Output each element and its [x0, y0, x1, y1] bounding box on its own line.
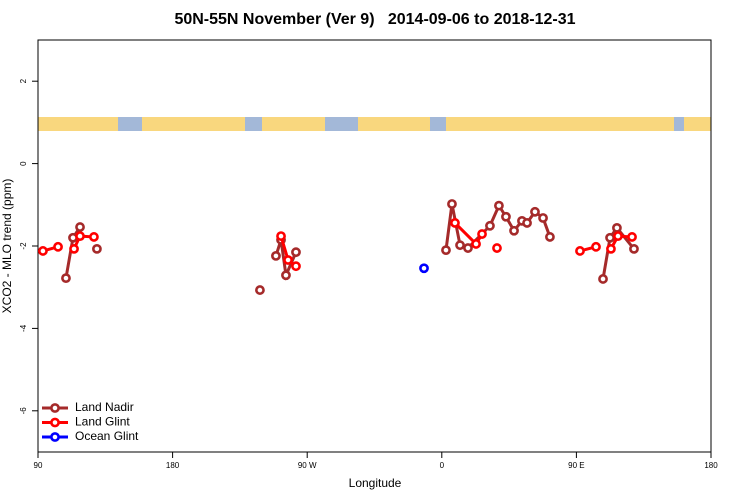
data-point [61, 273, 71, 284]
legend-marker [50, 403, 60, 413]
land-mask-strip [38, 117, 711, 131]
data-point [92, 243, 102, 254]
data-point [291, 261, 301, 272]
land-strip [684, 117, 711, 131]
data-point [38, 246, 48, 256]
x-tick-label: 0 [440, 461, 445, 470]
data-point [75, 222, 85, 232]
x-tick-label: 180 [704, 461, 718, 470]
x-tick-label: 90 E [568, 461, 584, 470]
data-point [629, 243, 639, 254]
land-strip [142, 117, 245, 131]
land-strip [446, 117, 674, 131]
data-point [75, 231, 85, 242]
data-point [447, 199, 457, 209]
land-strip [38, 117, 118, 131]
land-strip [358, 117, 430, 131]
data-point [455, 240, 465, 251]
data-point [522, 218, 532, 228]
legend-label: Land Glint [75, 415, 130, 429]
y-tick-label: -4 [19, 324, 28, 332]
data-point [545, 232, 555, 242]
y-tick-label: -6 [19, 407, 28, 415]
data-point [291, 247, 301, 258]
legend-marker [50, 417, 60, 428]
data-point [441, 245, 451, 256]
data-point [492, 243, 502, 253]
y-tick-label: 2 [19, 78, 28, 83]
data-point [509, 225, 519, 236]
data-point [530, 206, 540, 217]
data-point [612, 222, 622, 233]
y-axis-label: XCO2 - MLO trend (ppm) [0, 179, 14, 314]
data-point [283, 255, 293, 265]
data-point [606, 243, 616, 254]
data-point [494, 200, 504, 211]
data-point [575, 246, 585, 256]
data-point [463, 243, 473, 253]
land-strip [262, 117, 325, 131]
data-point [627, 232, 637, 242]
data-point [271, 250, 281, 261]
chart-title: 50N-55N November (Ver 9) 2014-09-06 to 2… [174, 11, 575, 28]
data-point [485, 220, 495, 231]
legend-marker [50, 432, 60, 442]
data-point [501, 211, 511, 222]
data-point [419, 263, 429, 274]
x-axis-label: Longitude [349, 476, 402, 490]
x-tick-label: 90 W [298, 461, 317, 470]
y-tick-label: 0 [19, 161, 28, 166]
data-point [53, 241, 63, 252]
data-point [605, 232, 615, 243]
data-point [591, 241, 601, 252]
data-point [471, 239, 481, 249]
legend-label: Ocean Glint [75, 429, 139, 443]
data-point [538, 213, 548, 223]
data-point [255, 285, 265, 295]
x-tick-label: 180 [166, 461, 180, 470]
data-point [281, 270, 291, 281]
data-point [450, 218, 460, 228]
x-tick-label: 90 [34, 461, 43, 470]
data-point [69, 243, 79, 254]
data-point [598, 274, 608, 284]
legend-label: Land Nadir [75, 400, 134, 414]
data-point [477, 229, 487, 239]
data-point [276, 231, 286, 242]
y-tick-label: -2 [19, 242, 28, 250]
data-point [89, 232, 99, 242]
data-point [613, 231, 623, 242]
